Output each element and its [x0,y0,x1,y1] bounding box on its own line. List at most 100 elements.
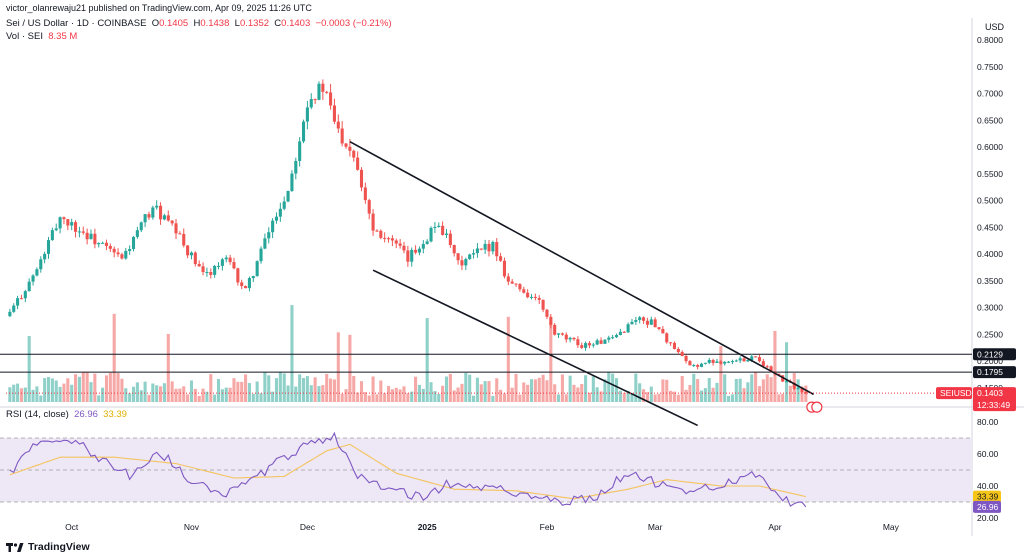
volume-bar [274,378,279,402]
candle-body [147,214,151,218]
candle-body [89,233,93,240]
candle-body [688,361,692,366]
candle-body [475,248,479,254]
price-tick-label: 0.5000 [977,196,1003,206]
volume-bar [12,384,16,402]
candle-body [178,233,182,235]
volume-bar [8,387,12,402]
volume-bar [460,383,464,402]
volume-bar [101,387,105,402]
candle-body [313,99,317,101]
price-tick-label: 0.7500 [977,62,1003,72]
candle-body [719,361,723,364]
candle-body [587,343,592,346]
volume-bar [626,390,630,402]
candle-body [479,248,483,250]
candle-body [471,253,476,255]
volume-bar [356,392,360,402]
candle-body [599,340,603,344]
candle-body [533,296,537,298]
rsi-tag-label: 26.96 [977,502,999,512]
rsi-tick-label: 80.00 [977,417,999,427]
symbol-title[interactable]: Sei / US Dollar · 1D · COINBASE [6,18,147,29]
candle-body [301,121,306,142]
candle-body [502,260,507,277]
volume-bar [178,388,182,402]
candle-body [81,231,85,233]
candle-body [263,238,267,249]
candle-body [591,344,595,346]
candle-body [43,253,47,260]
candle-body [510,281,514,284]
volume-bar [189,380,194,402]
alert-icon [811,401,823,413]
candle-body [506,276,510,282]
candle-body [437,225,441,227]
rsi-label[interactable]: RSI (14, close) [6,409,69,420]
candle-body [77,231,81,233]
candle-body [576,339,580,346]
candle-body [193,252,197,265]
tradingview-logo[interactable]: TradingView [6,541,90,553]
open-label: O [151,18,160,29]
candle-body [746,359,750,362]
candle-body [139,222,143,231]
candle-body [611,337,615,339]
candle-body [50,230,54,241]
candle-body [680,352,684,356]
volume-bar [734,378,738,402]
volume-bar [108,372,112,402]
candle-body [622,331,626,333]
volume-bar [611,373,615,402]
volume-bar [309,385,313,402]
candle-body [456,253,460,261]
candle-body [131,236,136,250]
volume-bar [294,386,298,402]
volume-bar [170,381,174,402]
candle-body [209,272,213,275]
candle-body [529,296,534,298]
candle-body [723,361,727,364]
high-value: 0.1438 [200,18,230,29]
candle-body [607,337,611,340]
volume-bar [363,392,367,402]
candle-body [240,282,244,287]
candle-body [58,217,62,229]
volume-bar [645,392,649,402]
volume-bar [781,393,785,402]
volume-bar [128,393,132,402]
candle-body [792,382,796,389]
volume-bar [271,391,275,402]
candle-body [244,286,248,289]
volume-bar [522,382,526,402]
price-tick-label: 0.6000 [977,142,1003,152]
volume-bar [448,373,452,402]
candle-body [495,242,499,257]
volume-bar [680,376,684,402]
volume-bar [576,387,580,402]
candle-body [618,331,622,336]
volume-bar [359,381,364,402]
candle-body [800,388,804,393]
volume-bar [468,374,472,402]
candle-body [692,365,696,367]
price-tick-label: 0.5500 [977,169,1003,179]
volume-bar [788,385,792,402]
candle-body [19,298,24,300]
volume-bar [201,388,205,402]
time-tick-label: Dec [300,522,316,532]
candle-body [344,143,348,147]
volume-bar [305,376,309,402]
candle-body [769,366,773,373]
candle-body [499,256,503,261]
candle-body [614,335,619,338]
candle-body [332,105,336,122]
rsi-tick-label: 20.00 [977,513,999,523]
volume-bar [471,395,476,402]
candle-body [27,281,31,292]
volume-bar [193,388,197,402]
volume-bar [433,391,437,402]
volume-bar [719,346,723,402]
volume-bar [371,376,375,402]
